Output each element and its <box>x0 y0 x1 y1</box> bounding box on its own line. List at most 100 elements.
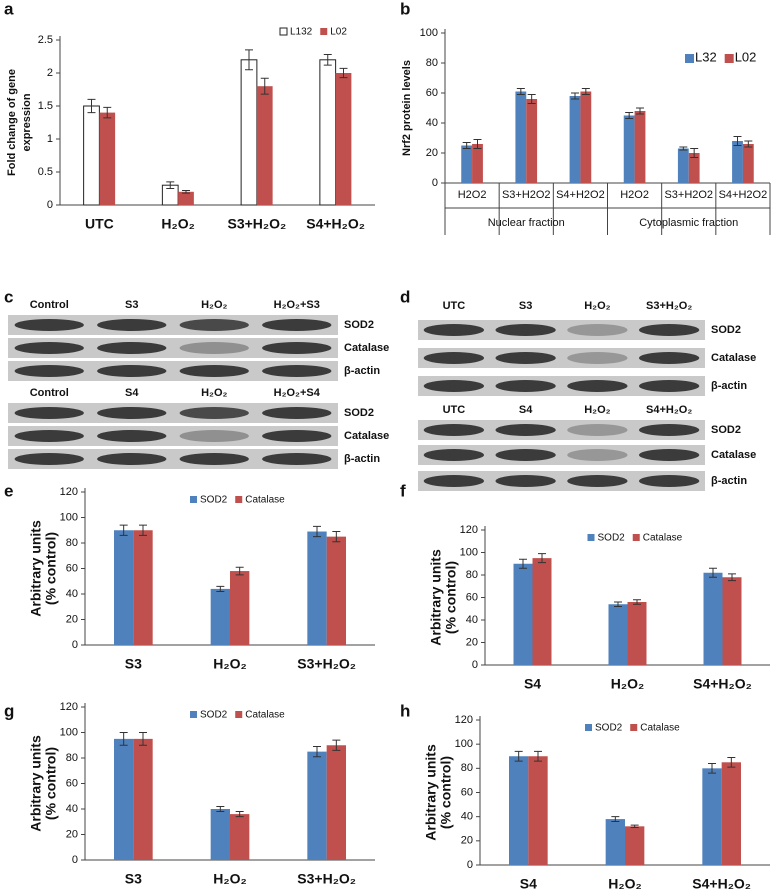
bar <box>528 756 548 865</box>
row-label: Catalase <box>344 342 389 354</box>
y-tick-label: 80 <box>426 57 438 69</box>
blot-strip <box>8 361 338 381</box>
error-bar <box>690 148 699 158</box>
y-tick-label: 0 <box>472 659 478 671</box>
panel-label: b <box>400 0 410 18</box>
blot-band <box>423 449 485 461</box>
blot-strip <box>418 320 705 340</box>
legend-swatch <box>320 28 328 35</box>
lane-label: UTC <box>443 404 466 416</box>
error-bar <box>709 567 717 578</box>
x-tick-label: S3+H₂O₂ <box>297 656 356 672</box>
blot-strip <box>418 376 705 396</box>
blot-band <box>14 342 84 354</box>
bar <box>99 112 116 205</box>
y-axis-label: Nrf2 protein levels <box>401 60 413 156</box>
bar <box>608 604 628 665</box>
blot-band <box>567 352 628 364</box>
panel-label: a <box>4 0 14 18</box>
error-bar <box>679 146 688 151</box>
error-bar <box>235 566 244 576</box>
lane-label: UTC <box>443 300 466 312</box>
bar <box>605 819 625 865</box>
panel-label: g <box>4 701 14 720</box>
error-bar <box>245 49 253 71</box>
blot-strip <box>8 449 338 469</box>
group-label: Cytoplasmic fraction <box>639 217 738 229</box>
blot-band <box>14 365 84 377</box>
row-label: Catalase <box>711 449 756 461</box>
blot-band <box>567 475 628 487</box>
blot-band <box>14 430 84 442</box>
blot-band <box>423 352 485 364</box>
blot-band <box>638 475 700 487</box>
x-tick-label: S4 <box>520 876 537 892</box>
blot-strip <box>8 403 338 423</box>
bar <box>688 153 700 183</box>
x-tick-label: S4+H₂O₂ <box>693 676 752 692</box>
blot-band <box>567 380 628 392</box>
panel-label: c <box>4 287 13 306</box>
y-tick-label: 20 <box>466 636 478 648</box>
x-tick-label: H₂O₂ <box>608 876 641 892</box>
blot-strip <box>8 338 338 358</box>
bar <box>114 530 134 645</box>
error-bar <box>119 524 128 536</box>
legend-label: L32 <box>695 49 717 64</box>
bar <box>133 738 153 860</box>
y-tick-label: 0 <box>47 199 53 211</box>
blot-band <box>14 407 84 419</box>
x-tick-label: S3+H₂O₂ <box>297 871 356 887</box>
lane-label: S3+H₂O₂ <box>646 300 692 312</box>
bar <box>703 572 723 665</box>
bar <box>114 738 134 860</box>
blot-band <box>14 453 84 465</box>
legend-swatch <box>235 496 243 503</box>
error-bar <box>733 136 742 146</box>
blot-band <box>423 424 485 436</box>
x-tick-label: UTC <box>85 216 114 232</box>
error-bar <box>636 107 644 115</box>
bar <box>178 191 194 205</box>
row-label: β-actin <box>711 380 747 392</box>
blot-strip <box>8 315 338 335</box>
blot-band <box>179 453 249 465</box>
legend-swatch <box>632 534 640 541</box>
row-label: SOD2 <box>711 324 741 336</box>
error-bar <box>630 824 639 829</box>
error-bar <box>103 106 112 119</box>
bar <box>210 809 230 860</box>
lane-label: H₂O₂ <box>584 300 610 312</box>
y-tick-label: 60 <box>461 786 473 798</box>
x-tick-label: S3 <box>125 871 142 887</box>
lane-label: S3 <box>125 299 138 311</box>
y-tick-label: 60 <box>466 591 478 603</box>
y-axis-label: Arbitrary units <box>28 520 44 617</box>
y-axis-label: (% control) <box>438 756 454 829</box>
x-tick-label: S4+H₂O₂ <box>306 216 365 232</box>
bar <box>623 115 635 183</box>
y-tick-label: 0 <box>72 854 78 866</box>
blot-band <box>262 430 332 442</box>
y-tick-label: 0 <box>467 859 473 871</box>
legend-swatch <box>235 711 243 718</box>
row-label: Catalase <box>711 352 756 364</box>
bar <box>256 86 273 205</box>
error-bar <box>139 524 147 536</box>
error-bar <box>633 599 641 605</box>
y-tick-label: 100 <box>460 546 478 558</box>
x-tick-label: H₂O₂ <box>213 656 246 672</box>
y-tick-label: 0.5 <box>38 166 53 178</box>
x-tick-label: H₂O₂ <box>213 871 246 887</box>
blot-band <box>495 475 556 487</box>
legend-swatch <box>190 496 197 503</box>
blot-band <box>495 324 556 336</box>
error-bar <box>538 553 546 564</box>
blot-band <box>97 453 167 465</box>
bar <box>83 105 100 206</box>
row-label: SOD2 <box>711 424 741 436</box>
blot-band <box>567 449 628 461</box>
blot-band <box>567 424 628 436</box>
blot-band <box>97 342 167 354</box>
